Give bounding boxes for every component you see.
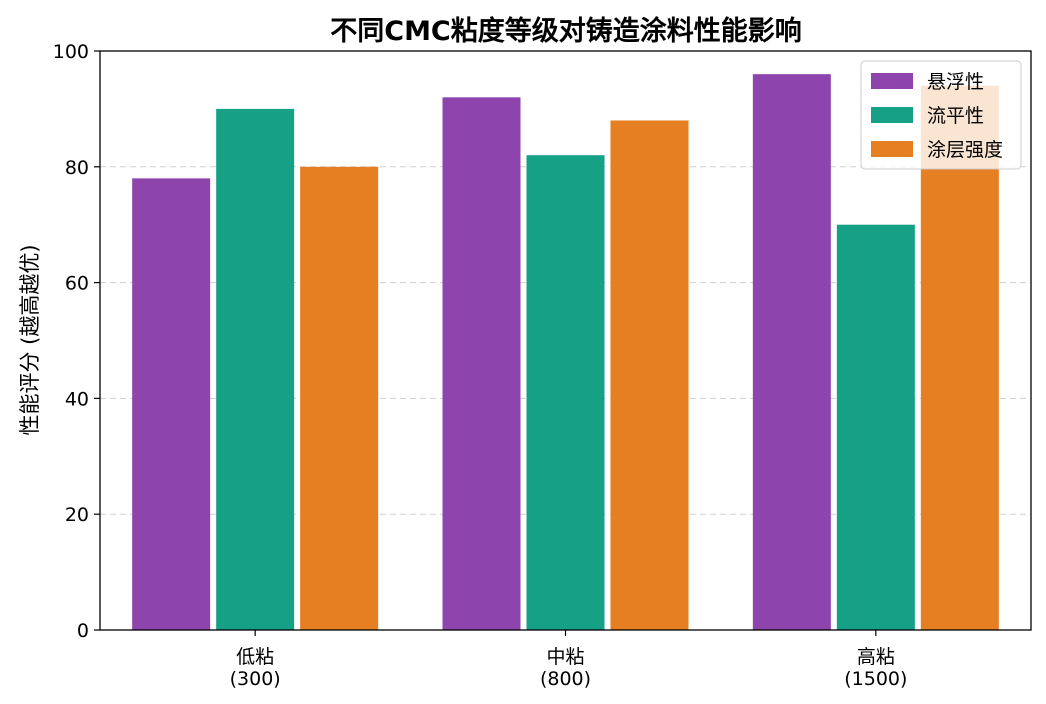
bar-3-3 (920, 85, 999, 631)
bar-2-3 (836, 224, 915, 630)
y-tick-label: 100 (53, 41, 89, 63)
y-tick-label: 0 (77, 620, 89, 642)
bar-1-2 (442, 97, 521, 630)
y-tick-label: 80 (65, 157, 89, 179)
bar-3-1 (300, 166, 379, 631)
x-tick-label: 高粘 (857, 646, 895, 668)
y-tick-label: 40 (65, 388, 89, 410)
legend-label: 悬浮性 (927, 71, 984, 93)
bar-2-1 (216, 108, 295, 630)
y-axis-label: 性能评分 (越高越优) (18, 244, 42, 435)
bars (132, 74, 999, 631)
legend-swatch (871, 141, 913, 157)
x-axis: 低粘(300) 中粘(800) 高粘(1500) (230, 630, 907, 690)
x-tick-label: 低粘 (236, 646, 274, 668)
legend-label: 流平性 (927, 105, 984, 127)
bar-3-2 (610, 120, 689, 630)
bar-2-2 (526, 155, 605, 630)
x-tick-sublabel: (300) (230, 668, 281, 690)
bar-1-1 (132, 178, 211, 630)
x-tick-sublabel: (1500) (844, 668, 907, 690)
chart-title: 不同CMC粘度等级对铸造涂料性能影响 (330, 15, 802, 47)
x-tick-label: 中粘 (546, 646, 584, 668)
bar-1-3 (752, 74, 831, 630)
legend-swatch (871, 73, 913, 89)
y-tick-label: 60 (65, 273, 89, 295)
y-axis: 0 20 40 60 80 100 (53, 41, 100, 642)
y-tick-label: 20 (65, 504, 89, 526)
legend-swatch (871, 107, 913, 123)
legend-label: 涂层强度 (927, 139, 1003, 161)
x-tick-sublabel: (800) (540, 668, 591, 690)
